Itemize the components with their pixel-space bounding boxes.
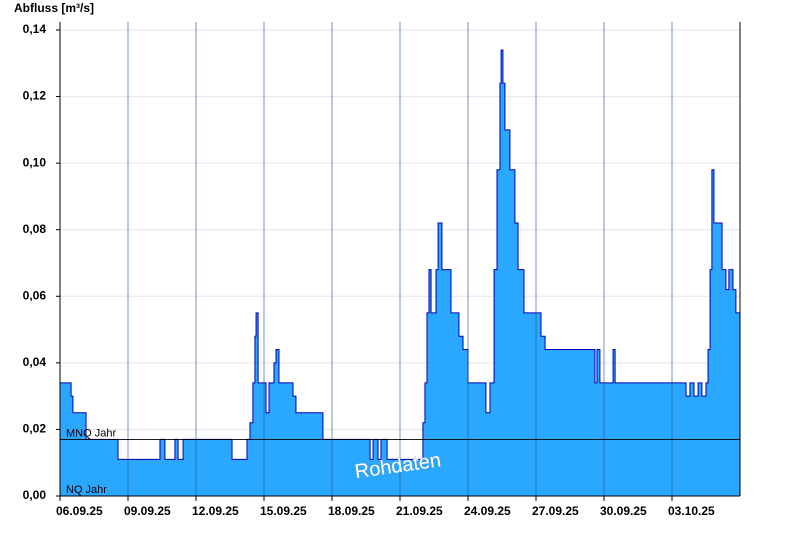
x-tick-label: 03.10.25 [668,504,715,518]
x-tick-label: 30.09.25 [600,504,647,518]
y-axis-label: Abfluss [m³/s] [14,1,94,15]
y-tick-label: 0,12 [23,89,47,103]
y-tick-label: 0,00 [23,488,47,502]
y-tick-label: 0,14 [23,22,47,36]
x-tick-label: 06.09.25 [56,504,103,518]
flow-line [60,49,740,460]
x-tick-label: 18.09.25 [328,504,375,518]
y-tick-label: 0,08 [23,222,47,236]
x-tick-label: 21.09.25 [396,504,443,518]
reference-label: NQ Jahr [66,484,107,496]
x-tick-label: 09.09.25 [124,504,171,518]
x-tick-label: 15.09.25 [260,504,307,518]
y-tick-label: 0,02 [23,422,47,436]
x-tick-label: 12.09.25 [192,504,239,518]
reference-label: MNQ Jahr [66,427,116,439]
y-tick-label: 0,04 [23,355,47,369]
y-tick-label: 0,10 [23,155,47,169]
y-tick-label: 0,06 [23,288,47,302]
x-tick-label: 24.09.25 [464,504,511,518]
x-tick-label: 27.09.25 [532,504,579,518]
flow-area [60,49,740,496]
